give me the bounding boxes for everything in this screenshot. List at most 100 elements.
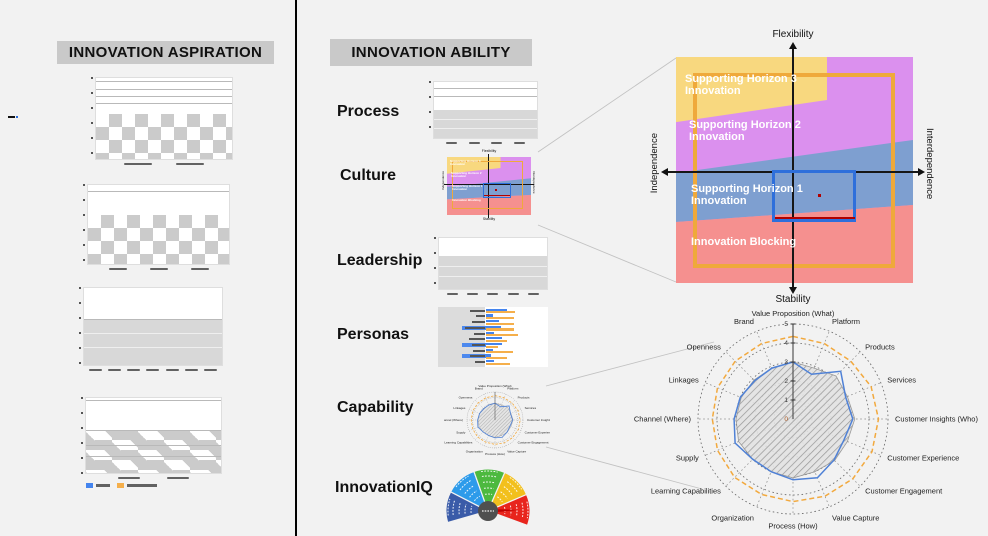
plot-background: [96, 114, 232, 159]
persona-bar-blue: [485, 331, 494, 334]
svg-text:Value Capture: Value Capture: [832, 514, 879, 523]
x-label-smudge: [467, 292, 479, 296]
y-axis-ticks: [79, 287, 81, 366]
svg-text:Linkages: Linkages: [669, 376, 699, 385]
gridline: [86, 455, 221, 457]
svg-text:Supply: Supply: [676, 454, 699, 463]
target-box: [772, 170, 856, 222]
row-label-leadership: Leadership: [337, 252, 423, 269]
persona-bar-blue: [485, 343, 502, 346]
mini-zone-label: Innovation Blocking: [452, 198, 481, 202]
x-label-smudge: [88, 368, 102, 372]
x-label-smudge: [527, 292, 539, 296]
plot-area: [438, 237, 548, 290]
mini-axis-bottom-label: Stability: [482, 217, 496, 221]
y-axis-ticks: [91, 77, 93, 160]
mini-axis-left-label: Independence: [441, 171, 445, 191]
svg-text:Organization: Organization: [466, 450, 483, 454]
persona-bar-orange: [485, 334, 518, 337]
gridline: [439, 266, 547, 268]
svg-text:Learning Capabilities: Learning Capabilities: [444, 441, 473, 445]
persona-label-smudge: [469, 355, 485, 358]
gridline: [434, 127, 537, 129]
x-label-smudge: [123, 162, 152, 166]
svg-text:Process (How): Process (How): [768, 522, 818, 531]
persona-bar-blue: [485, 354, 492, 357]
row-label-process: Process: [337, 103, 400, 120]
svg-text:Platform: Platform: [832, 317, 860, 326]
x-label-smudge: [468, 141, 480, 145]
persona-bar-blue: [485, 314, 493, 317]
x-label-smudge: [487, 292, 499, 296]
persona-row: [438, 331, 548, 337]
zone-label-horizon3: Supporting Horizon 3 Innovation: [685, 73, 797, 98]
persona-bar-orange: [485, 322, 515, 325]
mini-axis-top-label: Flexibility: [481, 149, 497, 153]
svg-text:Value Proposition (What): Value Proposition (What): [478, 384, 511, 388]
x-label-smudge: [149, 267, 168, 271]
x-label-smudge: [165, 368, 179, 372]
svg-text:Services: Services: [887, 376, 916, 385]
persona-bar-orange: [485, 328, 515, 331]
x-label-smudge: [108, 368, 122, 372]
mini-zone-label: Supporting Horizon 1 Innovation: [452, 184, 483, 192]
persona-bar-orange: [485, 362, 511, 365]
plot-background: [434, 110, 537, 138]
persona-bar-blue: [485, 348, 494, 351]
marker-dot: [818, 194, 821, 197]
x-axis-labels: [95, 161, 233, 167]
row-label-culture: Culture: [340, 167, 396, 184]
persona-bar-blue: [485, 325, 501, 328]
plot-background: [86, 429, 221, 473]
svg-text:3: 3: [784, 359, 788, 366]
plot-area: [433, 81, 538, 139]
svg-text:Linkages: Linkages: [453, 406, 466, 410]
mini-zone-label: Supporting Horizon 3 Innovation: [450, 159, 481, 167]
x-label-smudge: [447, 292, 458, 296]
gridline: [434, 96, 537, 97]
svg-text:Customer Experience: Customer Experience: [525, 430, 550, 434]
zone-label-blocking: Innovation Blocking: [691, 236, 797, 248]
axis-top-label: Flexibility: [772, 29, 814, 40]
svg-text:Brand: Brand: [475, 386, 483, 390]
gridline: [434, 87, 537, 89]
svg-text:2: 2: [784, 378, 788, 385]
x-label-smudge: [507, 292, 519, 296]
persona-bar-orange: [485, 317, 515, 320]
bar-series: [88, 185, 229, 264]
persona-label-smudge: [471, 344, 485, 347]
arrow-right-icon: [918, 167, 925, 176]
legend-swatch-blue: [86, 483, 93, 488]
aspiration-header: INNOVATION ASPIRATION: [57, 41, 274, 64]
mini-red-line: [484, 195, 510, 196]
axis-right-label: Interdependence: [924, 128, 935, 200]
capability-radar: 0 1 2 3 4 5 Value Proposition (What)Platform Pr…: [634, 309, 979, 531]
gridline: [96, 81, 232, 83]
legend-label-smudge: [96, 484, 110, 487]
x-label-smudge: [108, 267, 127, 271]
gridline: [84, 346, 222, 348]
svg-text:Customer Experience: Customer Experience: [887, 454, 959, 463]
x-axis-labels: [87, 266, 230, 272]
column-divider: [295, 0, 297, 536]
persona-bar-blue: [485, 320, 499, 323]
x-label-smudge: [204, 368, 218, 372]
svg-text:Openness: Openness: [459, 395, 473, 399]
mini-zone-label: Supporting Horizon 2 Innovation: [451, 171, 482, 179]
svg-text:Customer Engagement: Customer Engagement: [518, 441, 549, 445]
gridline: [86, 400, 221, 402]
plot-area: [85, 397, 222, 474]
gridline: [96, 88, 232, 90]
plot-background: [84, 318, 222, 365]
svg-text:Customer Insights (Who): Customer Insights (Who): [527, 418, 550, 422]
bar-series: [84, 288, 222, 365]
svg-text:4: 4: [784, 340, 788, 347]
persona-label-smudge: [472, 349, 485, 352]
x-label-smudge: [176, 162, 205, 166]
x-label-smudge: [146, 368, 160, 372]
svg-text:Channel (Where): Channel (Where): [444, 418, 463, 422]
svg-text:1: 1: [784, 397, 788, 404]
plot-background: [88, 215, 229, 264]
gridline: [86, 430, 221, 432]
